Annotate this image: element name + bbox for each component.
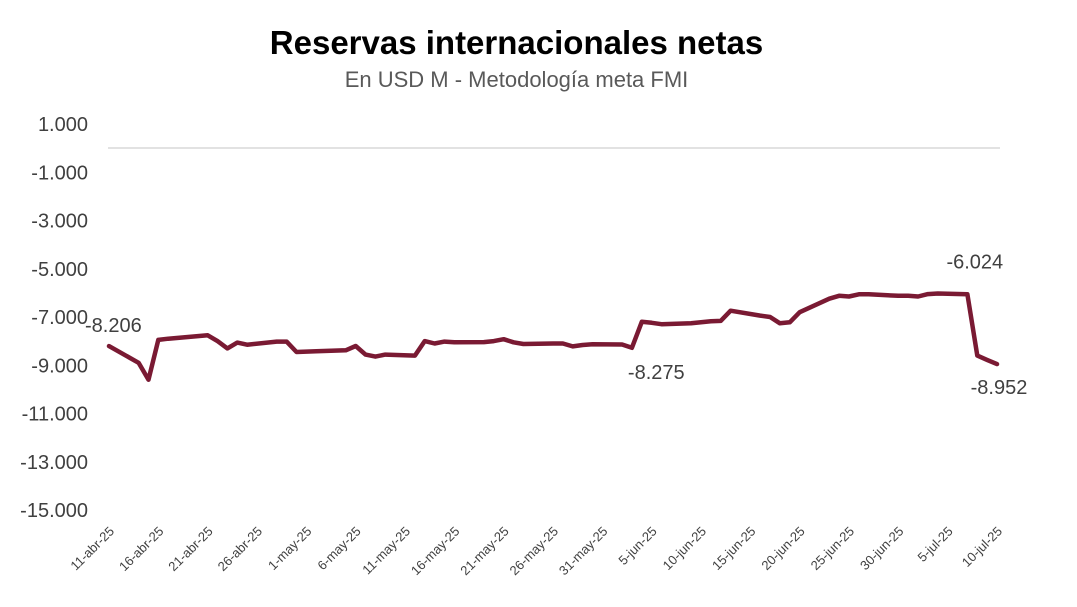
y-tick-label: -3.000 xyxy=(31,211,88,233)
y-tick-label: -7.000 xyxy=(31,307,88,329)
x-tick-label: 16-may-25 xyxy=(408,524,463,579)
y-tick-label: -15.000 xyxy=(20,500,88,522)
data-label: -8.952 xyxy=(971,377,1028,399)
x-tick-label: 10-jul-25 xyxy=(959,524,1005,570)
x-tick-label: 1-may-25 xyxy=(265,524,314,573)
y-tick-label: -1.000 xyxy=(31,162,88,184)
y-tick-label: -5.000 xyxy=(31,259,88,281)
x-tick-label: 21-may-25 xyxy=(457,524,512,579)
x-tick-label: 10-jun-25 xyxy=(660,524,709,573)
data-label: -8.275 xyxy=(628,362,685,384)
series-line xyxy=(106,291,1000,382)
x-tick-label: 21-abr-25 xyxy=(165,524,215,574)
x-tick-label: 30-jun-25 xyxy=(857,524,906,573)
x-tick-label: 26-may-25 xyxy=(507,524,562,579)
x-tick-label: 5-jul-25 xyxy=(915,524,956,565)
y-tick-label: -9.000 xyxy=(31,355,88,377)
chart-title: Reservas internacionales netas xyxy=(269,24,764,61)
chart-subtitle: En USD M - Metodología meta FMI xyxy=(344,67,689,92)
y-tick-label: -13.000 xyxy=(20,452,88,474)
x-tick-label: 25-jun-25 xyxy=(808,524,857,573)
x-tick-label: 5-jun-25 xyxy=(615,524,659,568)
y-tick-label: 1.000 xyxy=(38,114,88,136)
x-tick-label: 31-may-25 xyxy=(556,524,611,579)
x-tick-label: 11-may-25 xyxy=(359,524,413,578)
x-tick-label: 6-may-25 xyxy=(314,524,363,573)
x-tick-label: 26-abr-25 xyxy=(215,524,265,574)
y-tick-label: -11.000 xyxy=(22,404,88,426)
x-tick-label: 16-abr-25 xyxy=(116,524,166,574)
data-label: -8.206 xyxy=(85,315,142,337)
x-tick-label: 11-abr-25 xyxy=(67,524,117,574)
x-tick-label: 15-jun-25 xyxy=(709,524,758,573)
data-label: -6.024 xyxy=(946,251,1003,273)
x-tick-label: 20-jun-25 xyxy=(758,524,807,573)
